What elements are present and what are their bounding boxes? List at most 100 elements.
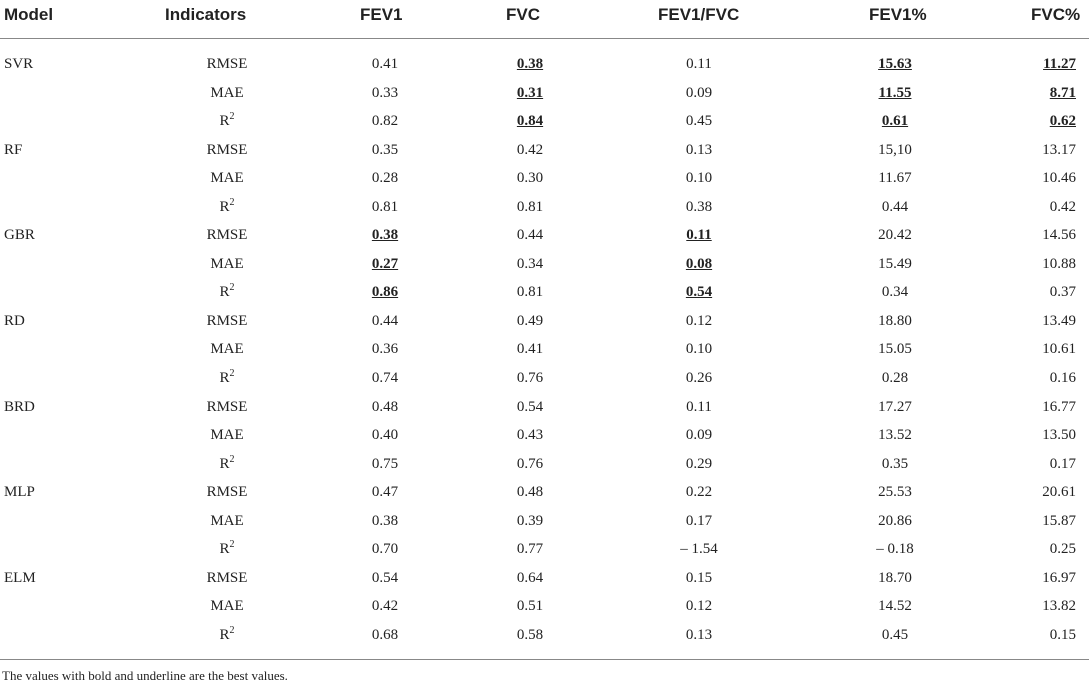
fev1-cell: 0.74 <box>371 370 399 387</box>
fvc-cell: 0.38 <box>516 56 544 72</box>
fev1-percent-cell: 20.86 <box>878 512 912 529</box>
fev1-percent-cell: 0.35 <box>881 455 909 472</box>
fev1-fvc-cell: 0.09 <box>685 84 713 101</box>
fvc-cell: 0.84 <box>516 113 544 130</box>
fvc-cell: 0.81 <box>516 284 544 301</box>
fev1-cell: 0.47 <box>371 484 399 501</box>
fev1-cell: 0.36 <box>371 341 399 358</box>
indicator-cell: RMSE <box>206 484 248 501</box>
fev1-percent-cell: 13.52 <box>878 427 912 444</box>
header-indicators: Indicators <box>165 5 247 24</box>
fvc-percent-cell: 16.77 <box>1042 398 1076 415</box>
indicator-cell: MAE <box>210 255 244 272</box>
header-fev1: FEV1 <box>360 5 403 24</box>
fvc-cell: 0.42 <box>516 141 544 158</box>
indicator-cell: MAE <box>210 512 244 529</box>
fev1-cell: 0.27 <box>371 255 399 272</box>
fev1-percent-cell: 11.67 <box>878 170 912 187</box>
fev1-cell: 0.44 <box>371 312 399 329</box>
fvc-percent-cell: 0.16 <box>1049 370 1076 387</box>
indicator-cell: R2 <box>219 111 235 130</box>
fev1-cell: 0.38 <box>371 512 399 529</box>
fvc-percent-cell: 13.49 <box>1042 312 1076 329</box>
fev1-fvc-cell: 0.26 <box>685 370 713 387</box>
table-row: R2 0.68 0.58 0.13 0.45 0.15 <box>0 621 1089 650</box>
indicator-cell: RMSE <box>206 56 248 72</box>
fev1-cell: 0.40 <box>371 427 399 444</box>
fev1-fvc-cell: 0.54 <box>685 284 713 301</box>
fev1-fvc-cell: 0.12 <box>685 312 713 329</box>
table-row: MAE 0.36 0.41 0.10 15.05 10.61 <box>0 335 1089 364</box>
fvc-percent-cell: 0.15 <box>1049 626 1076 643</box>
fvc-cell: 0.76 <box>516 370 544 387</box>
indicator-cell: R2 <box>219 282 235 301</box>
model-cell: GBR <box>4 227 35 244</box>
indicator-cell: MAE <box>210 598 244 615</box>
fvc-cell: 0.43 <box>516 427 544 444</box>
fev1-fvc-cell: 0.13 <box>685 141 713 158</box>
fev1-cell: 0.42 <box>371 598 399 615</box>
fev1-percent-cell: 11.55 <box>878 84 912 101</box>
fev1-cell: 0.86 <box>371 284 399 301</box>
fvc-percent-cell: 14.56 <box>1042 227 1076 244</box>
fev1-percent-cell: – 0.18 <box>876 541 914 558</box>
header-fvc-percent: FVC% <box>1031 5 1081 24</box>
fvc-percent-cell: 0.17 <box>1049 455 1076 472</box>
header-rule <box>0 38 1089 39</box>
table-row: R2 0.70 0.77 – 1.54 – 0.18 0.25 <box>0 535 1089 564</box>
table-row: MAE 0.40 0.43 0.09 13.52 13.50 <box>0 421 1089 450</box>
fvc-percent-cell: 0.25 <box>1049 541 1076 558</box>
fev1-percent-cell: 0.34 <box>881 284 909 301</box>
model-cell: RF <box>4 141 23 158</box>
fev1-percent-cell: 0.61 <box>881 113 909 130</box>
fvc-cell: 0.31 <box>516 84 544 101</box>
fvc-percent-cell: 15.87 <box>1042 512 1076 529</box>
indicator-cell: RMSE <box>206 569 248 586</box>
fev1-cell: 0.54 <box>371 569 399 586</box>
fev1-fvc-cell: 0.29 <box>685 455 713 472</box>
table-row: MAE 0.38 0.39 0.17 20.86 15.87 <box>0 507 1089 536</box>
table-row: R2 0.74 0.76 0.26 0.28 0.16 <box>0 364 1089 393</box>
fev1-fvc-cell: 0.12 <box>685 598 713 615</box>
header-fev1-percent: FEV1% <box>869 5 927 24</box>
fvc-percent-cell: 20.61 <box>1042 484 1076 501</box>
bottom-rule <box>0 659 1089 660</box>
table-row: MAE 0.27 0.34 0.08 15.49 10.88 <box>0 250 1089 279</box>
fvc-percent-cell: 11.27 <box>1043 56 1076 72</box>
fev1-fvc-cell: 0.11 <box>686 398 712 415</box>
fev1-cell: 0.28 <box>371 170 399 187</box>
fev1-fvc-cell: 0.11 <box>686 227 712 244</box>
fev1-fvc-cell: 0.10 <box>685 341 713 358</box>
indicator-cell: R2 <box>219 453 235 472</box>
table-row: RD RMSE 0.44 0.49 0.12 18.80 13.49 <box>0 307 1089 336</box>
fvc-percent-cell: 10.88 <box>1042 255 1076 272</box>
fev1-percent-cell: 25.53 <box>878 484 912 501</box>
fev1-fvc-cell: 0.15 <box>685 569 713 586</box>
indicator-cell: R2 <box>219 624 235 643</box>
fvc-percent-cell: 10.46 <box>1042 170 1076 187</box>
fvc-cell: 0.30 <box>516 170 544 187</box>
fev1-fvc-cell: 0.11 <box>686 56 712 72</box>
fev1-fvc-cell: 0.09 <box>685 427 713 444</box>
model-cell: MLP <box>4 484 35 501</box>
table-row: R2 0.82 0.84 0.45 0.61 0.62 <box>0 107 1089 136</box>
fev1-cell: 0.70 <box>371 541 399 558</box>
fev1-cell: 0.68 <box>371 626 399 643</box>
fvc-cell: 0.41 <box>516 341 544 358</box>
indicator-cell: R2 <box>219 539 235 558</box>
fev1-cell: 0.38 <box>371 227 399 244</box>
fvc-percent-cell: 0.42 <box>1049 198 1076 215</box>
indicator-cell: MAE <box>210 170 244 187</box>
fvc-cell: 0.54 <box>516 398 544 415</box>
fev1-percent-cell: 20.42 <box>878 227 912 244</box>
model-cell: RD <box>4 312 25 329</box>
fvc-percent-cell: 0.37 <box>1049 284 1076 301</box>
fev1-cell: 0.75 <box>371 455 399 472</box>
table-row: MAE 0.42 0.51 0.12 14.52 13.82 <box>0 592 1089 621</box>
fvc-cell: 0.49 <box>516 312 544 329</box>
fev1-percent-cell: 0.28 <box>881 370 909 387</box>
fvc-percent-cell: 10.61 <box>1042 341 1076 358</box>
fev1-fvc-cell: – 1.54 <box>680 541 718 558</box>
table-row: R2 0.86 0.81 0.54 0.34 0.37 <box>0 278 1089 307</box>
table-row: R2 0.75 0.76 0.29 0.35 0.17 <box>0 450 1089 479</box>
